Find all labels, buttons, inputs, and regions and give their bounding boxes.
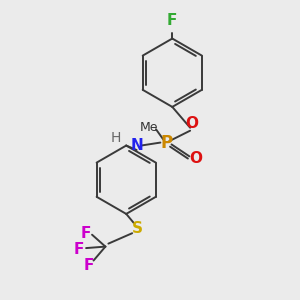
- Text: F: F: [74, 242, 84, 257]
- Text: F: F: [167, 13, 178, 28]
- Text: S: S: [132, 221, 143, 236]
- Text: P: P: [160, 134, 172, 152]
- Text: N: N: [130, 138, 143, 153]
- Text: Me: Me: [139, 121, 158, 134]
- Text: F: F: [84, 258, 94, 273]
- Text: H: H: [111, 131, 121, 145]
- Text: O: O: [190, 152, 202, 166]
- Text: O: O: [185, 116, 198, 131]
- Text: F: F: [81, 226, 91, 241]
